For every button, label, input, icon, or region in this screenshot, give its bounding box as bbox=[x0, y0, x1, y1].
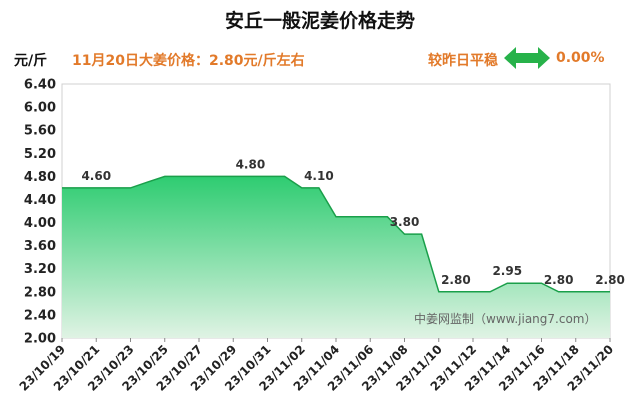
change-value: 0.00% bbox=[556, 50, 605, 66]
y-tick-label: 2.00 bbox=[24, 332, 56, 347]
compare-label: 较昨日平稳 bbox=[428, 53, 498, 69]
chart-title: 安丘一般泥姜价格走势 bbox=[224, 10, 415, 32]
y-tick-label: 5.20 bbox=[24, 147, 56, 162]
y-tick-label: 2.40 bbox=[24, 308, 56, 323]
y-tick-label: 3.60 bbox=[24, 239, 56, 254]
price-line bbox=[62, 175, 610, 293]
price-info: 11月20日大姜价格：2.80元/斤左右 bbox=[72, 53, 305, 69]
data-label: 2.95 bbox=[492, 264, 522, 278]
y-tick-label: 3.20 bbox=[24, 262, 56, 277]
data-label: 2.80 bbox=[441, 273, 471, 287]
y-tick-label: 4.00 bbox=[24, 216, 56, 231]
y-unit-label: 元/斤 bbox=[14, 53, 48, 69]
y-tick-label: 2.80 bbox=[24, 285, 56, 300]
y-tick-label: 6.00 bbox=[24, 101, 56, 116]
y-tick-label: 5.60 bbox=[24, 124, 56, 139]
double-arrow-icon bbox=[504, 47, 550, 69]
y-tick-label: 4.80 bbox=[24, 170, 56, 185]
y-tick-label: 4.40 bbox=[24, 193, 56, 208]
data-label: 2.80 bbox=[595, 273, 625, 287]
price-area bbox=[62, 176, 610, 338]
data-label: 2.80 bbox=[544, 273, 574, 287]
watermark: 中姜网监制（www.jiang7.com） bbox=[414, 311, 596, 326]
y-tick-label: 6.40 bbox=[24, 78, 56, 93]
data-label: 3.80 bbox=[390, 215, 420, 229]
data-label: 4.10 bbox=[304, 169, 334, 183]
data-label: 4.60 bbox=[81, 169, 111, 183]
data-label: 4.80 bbox=[236, 157, 266, 171]
